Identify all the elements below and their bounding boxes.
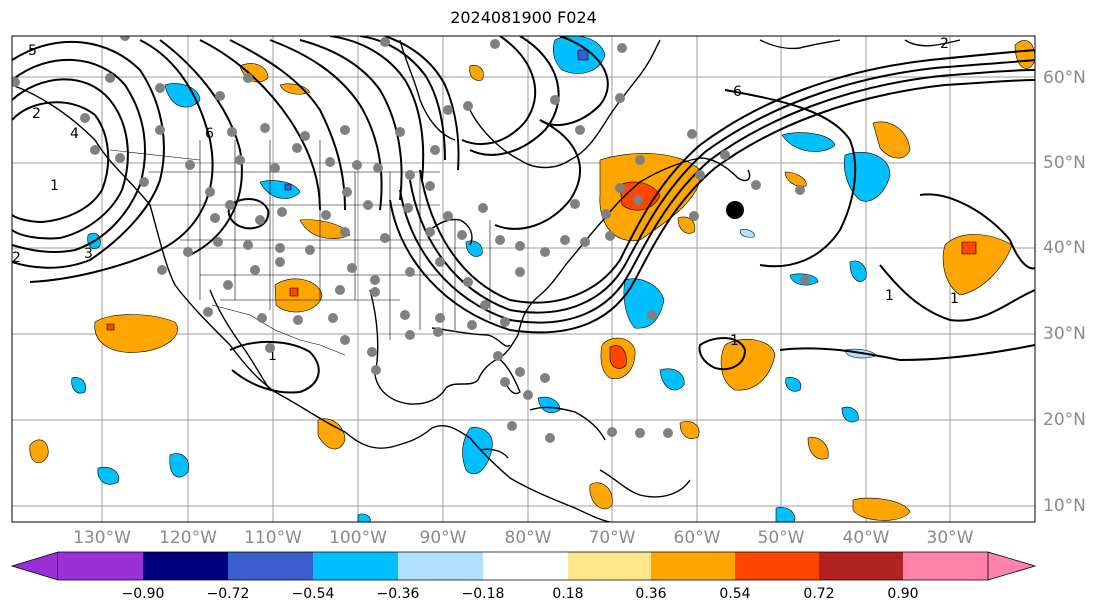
colorbar-segment-1	[58, 552, 143, 580]
lat-label-50n: 50°N	[1043, 153, 1086, 173]
highlight-marker	[726, 201, 744, 219]
lon-label-70w: 70°W	[588, 528, 636, 548]
colorbar-tick-7: 0.36	[635, 586, 667, 602]
colorbar-tick-6: 0.18	[552, 586, 584, 602]
map-title: 2024081900 F024	[450, 8, 597, 27]
colorbar-segment-9	[735, 552, 819, 580]
lat-label-40n: 40°N	[1043, 238, 1086, 258]
colorbar-tick-2: −0.72	[206, 586, 250, 602]
contour-label-4: 4	[70, 126, 79, 142]
lon-label-50w: 50°W	[757, 528, 805, 548]
contour-label-1d: 1	[730, 333, 739, 349]
station-dots	[12, 36, 810, 443]
political-borders	[109, 140, 491, 356]
colorbar-segment-5	[398, 552, 483, 580]
colorbar-segment-2	[143, 552, 228, 580]
colorbar-tick-5: −0.18	[461, 586, 505, 602]
contour-label-1e: 1	[268, 348, 277, 364]
contour-label-2c: 2	[12, 250, 21, 266]
lon-label-80w: 80°W	[504, 528, 552, 548]
contour-label-2: 2	[32, 106, 41, 122]
lon-label-110w: 110°W	[244, 528, 302, 548]
contour-label-1b: 1	[885, 288, 894, 304]
lat-label-30n: 30°N	[1043, 324, 1086, 344]
height-contours	[12, 36, 1035, 394]
colorbar-segment-10	[819, 552, 903, 580]
contour-labels: 1 2 3 4 5 6 6 1 1 1 2 1 2	[12, 36, 959, 364]
lat-label-20n: 20°N	[1043, 410, 1086, 430]
lat-label-10n: 10°N	[1043, 496, 1086, 516]
lon-label-60w: 60°W	[673, 528, 721, 548]
colorbar-tick-10: 0.90	[887, 586, 919, 602]
colorbar-tick-3: −0.54	[291, 586, 335, 602]
grid-lines	[12, 36, 1035, 522]
colorbar-segment-11	[903, 552, 988, 580]
colorbar-segment-8	[651, 552, 735, 580]
colorbar-high-arrow	[987, 551, 1037, 581]
colorbar-low-arrow	[10, 551, 59, 581]
lon-label-130w: 130°W	[73, 528, 131, 548]
contour-label-2b: 2	[940, 36, 949, 52]
lat-label-60n: 60°N	[1043, 68, 1086, 88]
colorbar	[10, 551, 1037, 581]
negative-anomaly-areas	[71, 36, 891, 522]
colorbar-segment-4	[313, 552, 398, 580]
positive-anomaly-areas	[29, 40, 1035, 521]
lon-label-120w: 120°W	[159, 528, 217, 548]
colorbar-tick-1: −0.90	[121, 586, 165, 602]
colorbar-tick-8: 0.54	[719, 586, 751, 602]
contour-label-1c: 1	[950, 291, 959, 307]
colorbar-tick-9: 0.72	[803, 586, 835, 602]
contour-label-1: 1	[50, 178, 59, 194]
colorbar-segment-3	[228, 552, 313, 580]
lon-label-40w: 40°W	[842, 528, 890, 548]
contour-label-5: 5	[28, 43, 37, 59]
colorbar-segment-7	[568, 552, 651, 580]
lon-label-100w: 100°W	[329, 528, 387, 548]
contour-label-6: 6	[205, 126, 214, 142]
contour-label-6b: 6	[733, 84, 742, 100]
lon-label-90w: 90°W	[419, 528, 467, 548]
colorbar-segment-6	[483, 552, 568, 580]
contour-label-3: 3	[84, 246, 93, 262]
colorbar-tick-4: −0.36	[376, 586, 420, 602]
lon-label-30w: 30°W	[926, 528, 974, 548]
